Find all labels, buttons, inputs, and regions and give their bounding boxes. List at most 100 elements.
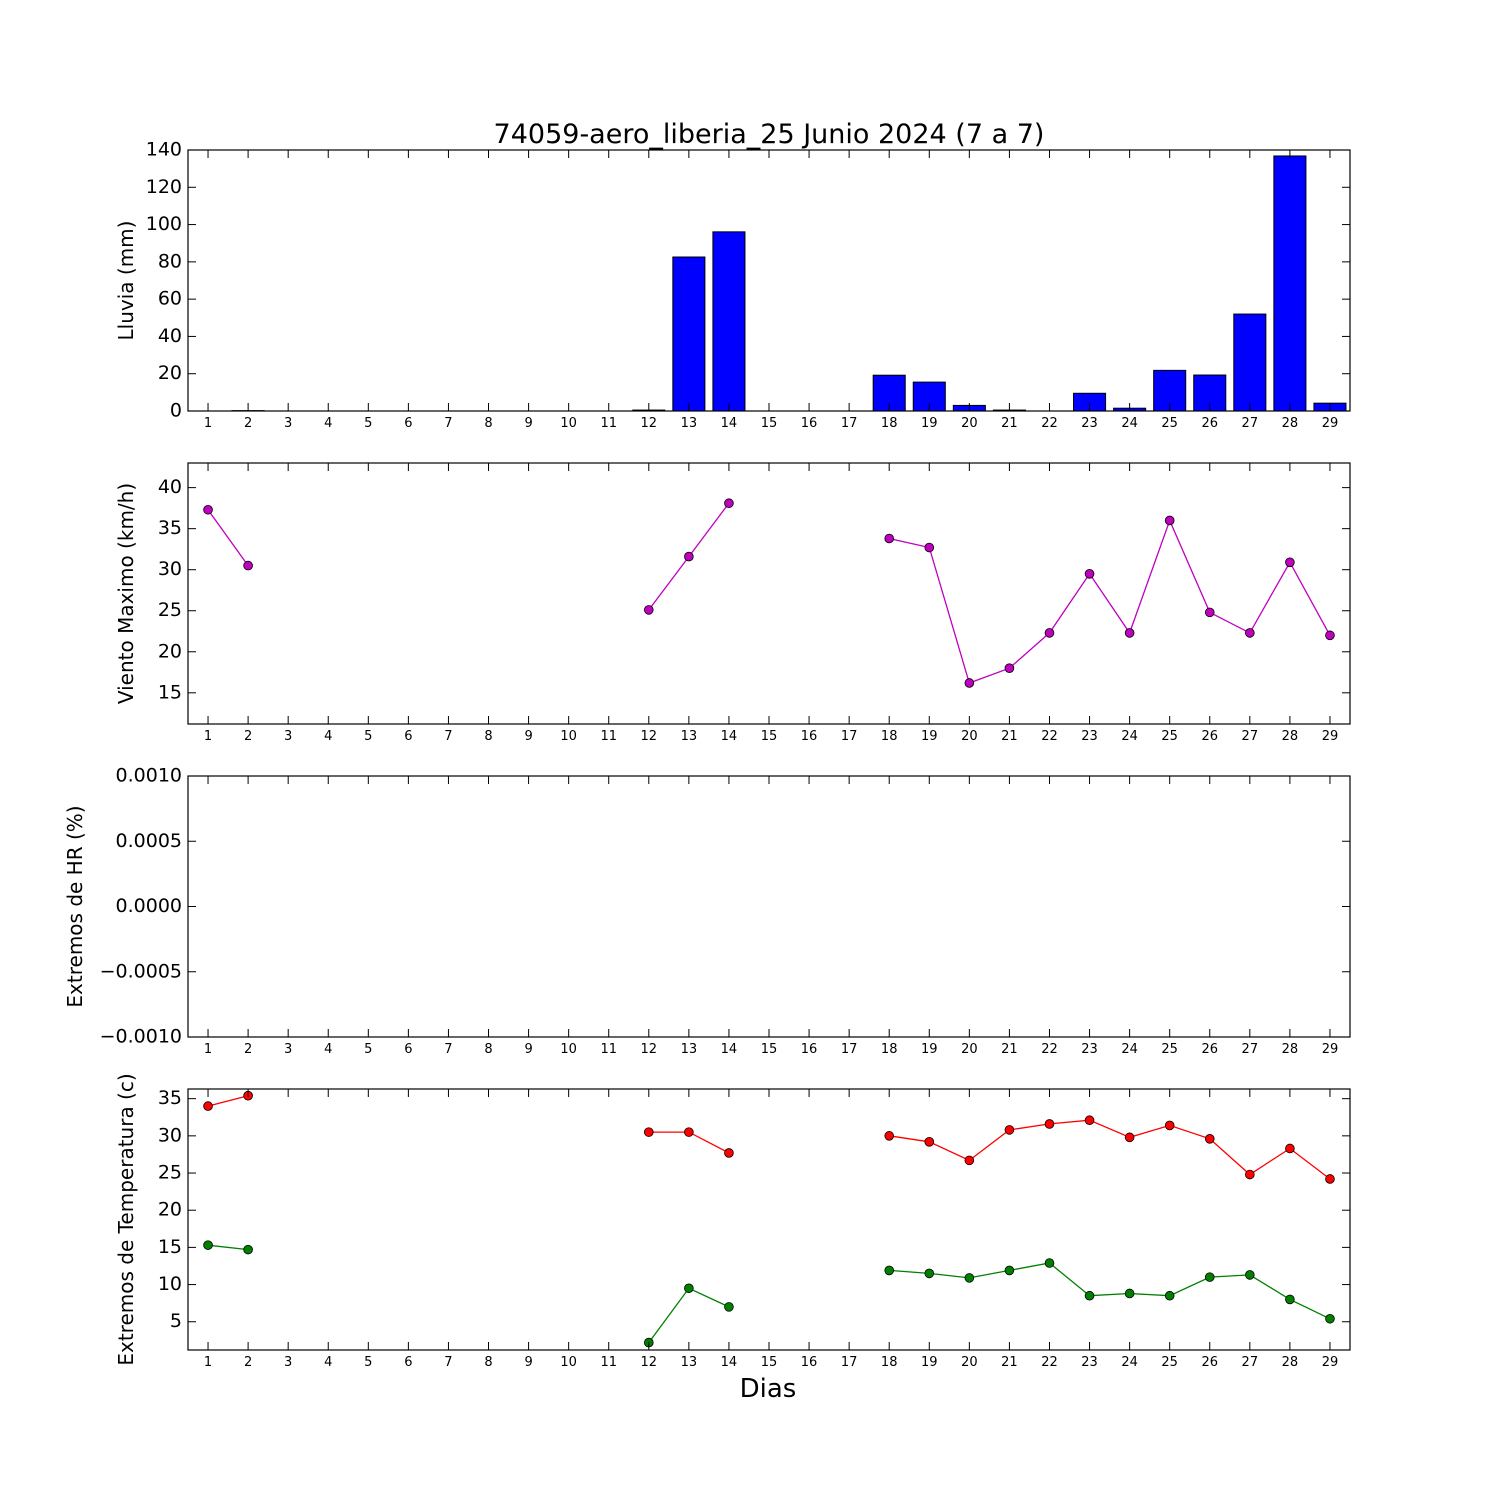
- x-tick-label: 10: [560, 416, 577, 431]
- data-point: [724, 498, 734, 509]
- y-tick-label: 30: [158, 1124, 182, 1146]
- data-point: [1124, 1288, 1135, 1299]
- x-tick-label: 13: [681, 729, 698, 744]
- data-point: [884, 1131, 895, 1141]
- x-tick-label: 19: [921, 416, 938, 431]
- data-point: [1004, 1125, 1015, 1135]
- x-tick-label: 26: [1201, 729, 1218, 744]
- x-tick-label: 9: [524, 416, 532, 431]
- series-line: [648, 1287, 730, 1343]
- y-tick-label: 35: [158, 517, 182, 539]
- data-point: [724, 1302, 734, 1312]
- data-point: [643, 1127, 654, 1137]
- data-point: [1044, 1119, 1055, 1129]
- data-point: [1044, 628, 1055, 638]
- x-tick-label: 27: [1242, 729, 1259, 744]
- bar: [672, 256, 706, 412]
- x-tick-label: 27: [1242, 1042, 1259, 1057]
- x-tick-label: 7: [444, 729, 452, 744]
- data-point: [643, 605, 654, 615]
- x-tick-label: 14: [721, 1042, 738, 1057]
- plot-frame: [187, 1088, 1351, 1351]
- x-tick-label: 18: [881, 1355, 898, 1370]
- y-axis-label: Extremos de Temperatura (c): [114, 1073, 138, 1365]
- data-point: [203, 1240, 213, 1250]
- x-tick-label: 7: [444, 1355, 452, 1370]
- x-tick-label: 10: [560, 729, 577, 744]
- x-tick-label: 13: [681, 1042, 698, 1057]
- data-point: [1164, 1290, 1175, 1301]
- x-tick-label: 4: [324, 1042, 332, 1057]
- series-line: [889, 1262, 1331, 1320]
- x-tick-label: 20: [961, 1042, 978, 1057]
- data-point: [884, 533, 895, 544]
- x-tick-label: 4: [324, 729, 332, 744]
- x-tick-label: 1: [204, 1355, 212, 1370]
- y-axis-label: Extremos de HR (%): [63, 805, 87, 1007]
- y-tick-label: 0: [170, 400, 182, 422]
- y-tick-label: −0.0010: [100, 1026, 182, 1048]
- x-tick-label: 15: [761, 416, 778, 431]
- series-line: [207, 509, 249, 566]
- data-point: [684, 1127, 694, 1137]
- x-tick-label: 13: [681, 1355, 698, 1370]
- y-tick-label: −0.0005: [100, 960, 182, 982]
- data-point: [1124, 628, 1135, 638]
- data-point: [1004, 1265, 1015, 1276]
- x-tick-label: 7: [444, 416, 452, 431]
- plot-frame: [187, 775, 1351, 1038]
- x-tick-label: 12: [641, 1355, 658, 1370]
- data-point: [243, 1244, 253, 1255]
- y-tick-label: 80: [158, 250, 182, 272]
- data-point: [1204, 607, 1215, 618]
- x-tick-label: 23: [1081, 416, 1098, 431]
- x-tick-label: 3: [284, 416, 292, 431]
- x-tick-label: 5: [364, 1355, 372, 1370]
- x-tick-label: 9: [524, 729, 532, 744]
- bar: [712, 231, 746, 412]
- data-point: [1245, 1169, 1255, 1180]
- x-tick-label: 29: [1322, 1355, 1339, 1370]
- data-point: [203, 504, 213, 515]
- data-point: [1325, 630, 1335, 641]
- chart-title: 74059-aero_liberia_25 Junio 2024 (7 a 7): [494, 119, 1045, 150]
- y-tick-label: 15: [158, 1236, 182, 1258]
- x-tick-label: 22: [1041, 416, 1058, 431]
- y-tick-label: 140: [146, 139, 182, 161]
- y-tick-label: 10: [158, 1273, 182, 1295]
- x-tick-label: 21: [1001, 729, 1018, 744]
- x-tick-label: 28: [1282, 1355, 1299, 1370]
- x-tick-label: 1: [204, 729, 212, 744]
- data-point: [964, 1273, 975, 1283]
- y-tick-label: 100: [146, 213, 182, 235]
- x-tick-label: 24: [1121, 416, 1138, 431]
- data-point: [964, 678, 975, 688]
- y-tick-label: 25: [158, 1162, 182, 1184]
- x-tick-label: 12: [641, 1042, 658, 1057]
- y-tick-label: 5: [170, 1310, 182, 1332]
- x-tick-label: 15: [761, 729, 778, 744]
- y-axis-label: Viento Maximo (km/h): [114, 483, 138, 704]
- x-tick-label: 12: [641, 729, 658, 744]
- x-tick-label: 15: [761, 1355, 778, 1370]
- x-tick-label: 14: [721, 416, 738, 431]
- data-point: [1204, 1134, 1215, 1144]
- x-tick-label: 25: [1161, 1355, 1178, 1370]
- data-point: [1084, 1290, 1095, 1301]
- x-tick-label: 1: [204, 1042, 212, 1057]
- series-line: [889, 1119, 1331, 1180]
- data-point: [964, 1155, 975, 1166]
- x-tick-label: 17: [841, 729, 858, 744]
- x-tick-label: 2: [244, 1042, 252, 1057]
- y-tick-label: 40: [158, 325, 182, 347]
- y-tick-label: 30: [158, 558, 182, 580]
- data-point: [1084, 1115, 1095, 1126]
- x-tick-label: 28: [1282, 1042, 1299, 1057]
- x-tick-label: 24: [1121, 1042, 1138, 1057]
- x-tick-label: 14: [721, 1355, 738, 1370]
- x-tick-label: 6: [404, 729, 412, 744]
- y-tick-label: 35: [158, 1087, 182, 1109]
- y-axis-label: Lluvia (mm): [114, 221, 138, 341]
